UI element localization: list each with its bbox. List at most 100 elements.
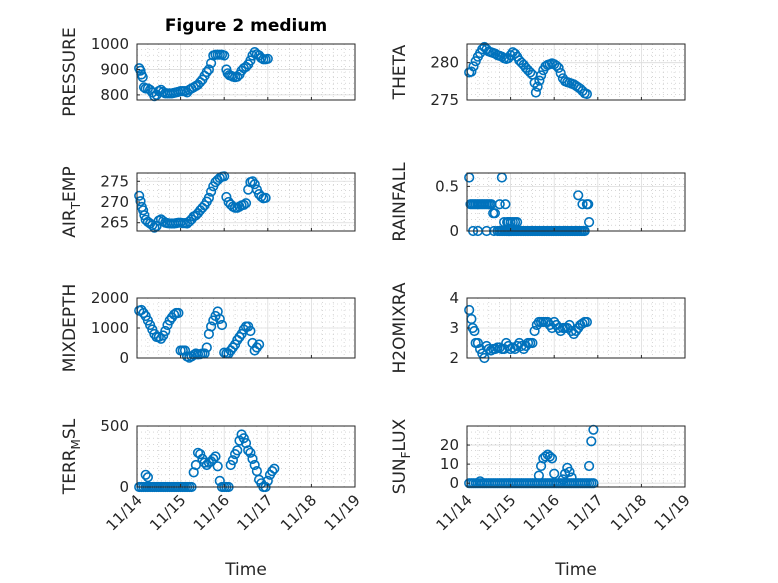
data-point: [475, 476, 486, 487]
data-point: [566, 472, 577, 483]
data-point: [553, 62, 564, 74]
data-point: [535, 70, 547, 81]
data-point: [195, 449, 206, 460]
data-point: [245, 325, 256, 337]
data-point: [555, 67, 566, 79]
data-point: [269, 463, 280, 474]
data-point: [140, 469, 151, 480]
data-point: [260, 192, 271, 203]
data-point: [267, 466, 278, 477]
scatter-series: [464, 304, 593, 364]
data-point: [530, 87, 542, 98]
subplot-4: 0 0.5 RAINFALL: [390, 162, 686, 242]
y-tick-label: 270: [100, 193, 129, 211]
data-point: [464, 304, 475, 316]
data-point: [142, 472, 153, 483]
y-axis-label: SUNFLUX: [390, 418, 413, 494]
data-point: [206, 186, 217, 197]
data-point: [254, 339, 265, 350]
subplot-1: 800 900 1000 PRESSURE: [60, 27, 356, 117]
x-tick-label: 11/15: [476, 491, 519, 534]
data-point: [494, 199, 505, 210]
data-point: [135, 196, 146, 207]
data-point: [243, 445, 254, 456]
x-tick-label: 11/18: [607, 491, 650, 534]
data-point: [564, 319, 575, 331]
y-tick-label: 1000: [91, 35, 129, 53]
data-point: [472, 337, 484, 349]
y-tick-label: 275: [100, 172, 129, 190]
data-point: [533, 470, 545, 481]
data-point: [160, 325, 171, 337]
y-axis-label: RAINFALL: [390, 162, 410, 242]
scatter-series: [134, 46, 273, 102]
data-point: [212, 461, 223, 472]
data-point: [564, 466, 575, 477]
data-point: [149, 222, 160, 233]
data-point: [532, 81, 543, 92]
x-tick-label: 11/17: [233, 491, 276, 534]
data-point: [238, 433, 249, 444]
data-point: [201, 342, 212, 353]
subplot-7: 0 500 11/14 11/15 11/16 11/17 11/18 11/19 Time TE…: [60, 417, 364, 580]
subplot-6: 2 3 4 H2OMIXRA: [390, 282, 686, 374]
axes-border: [136, 43, 356, 101]
data-point: [245, 447, 256, 458]
data-point: [544, 451, 555, 462]
x-tick-label: 11/14: [103, 491, 146, 534]
data-point: [489, 208, 501, 219]
data-point: [540, 451, 551, 462]
data-point: [583, 217, 595, 228]
data-point: [477, 44, 488, 55]
y-tick-label: 275: [430, 91, 459, 109]
y-tick-label: 0: [119, 349, 129, 367]
data-point: [134, 190, 145, 201]
data-point: [249, 179, 260, 190]
y-axis-label: MIXDEPTH: [60, 284, 80, 373]
y-axis-label: H2OMIXRA: [390, 282, 410, 373]
subplot-3: 265 270 275 AIRTEMP: [60, 166, 356, 238]
data-point: [500, 199, 511, 210]
y-tick-label: 1000: [91, 319, 129, 337]
y-tick-label: 2: [449, 349, 459, 367]
y-tick-label: 4: [449, 289, 459, 307]
y-tick-label: 500: [100, 417, 129, 435]
data-point: [581, 88, 593, 100]
y-tick-label: 2000: [91, 289, 129, 307]
data-point: [219, 171, 230, 182]
data-point: [206, 321, 217, 332]
data-point: [468, 61, 479, 72]
y-tick-label: 0: [449, 222, 459, 240]
x-tick-label: 11/17: [563, 491, 606, 534]
data-point: [179, 345, 191, 356]
data-point: [238, 199, 249, 210]
data-point: [179, 85, 191, 97]
data-point: [583, 199, 594, 210]
y-axis-label: THETA: [390, 44, 410, 100]
x-tick-label: 11/19: [651, 491, 694, 534]
data-point: [247, 176, 258, 187]
data-point: [227, 342, 238, 353]
data-point: [214, 313, 225, 325]
y-tick-label: 265: [100, 214, 129, 232]
data-point: [573, 190, 584, 201]
data-point: [169, 309, 180, 320]
data-point: [199, 457, 210, 468]
x-tick-label: 11/16: [520, 491, 563, 534]
x-tick-label: 11/19: [321, 491, 364, 534]
data-point: [262, 53, 273, 64]
data-point: [138, 205, 149, 216]
data-point: [505, 50, 516, 61]
data-point: [588, 478, 599, 489]
data-point: [249, 459, 260, 471]
data-point: [221, 191, 232, 203]
data-point: [577, 199, 588, 210]
y-tick-label: 3: [449, 319, 459, 337]
data-point: [137, 71, 148, 83]
data-point: [551, 60, 562, 71]
data-point: [153, 331, 164, 343]
data-point: [581, 316, 593, 328]
x-tick-label: 11/16: [190, 491, 233, 534]
